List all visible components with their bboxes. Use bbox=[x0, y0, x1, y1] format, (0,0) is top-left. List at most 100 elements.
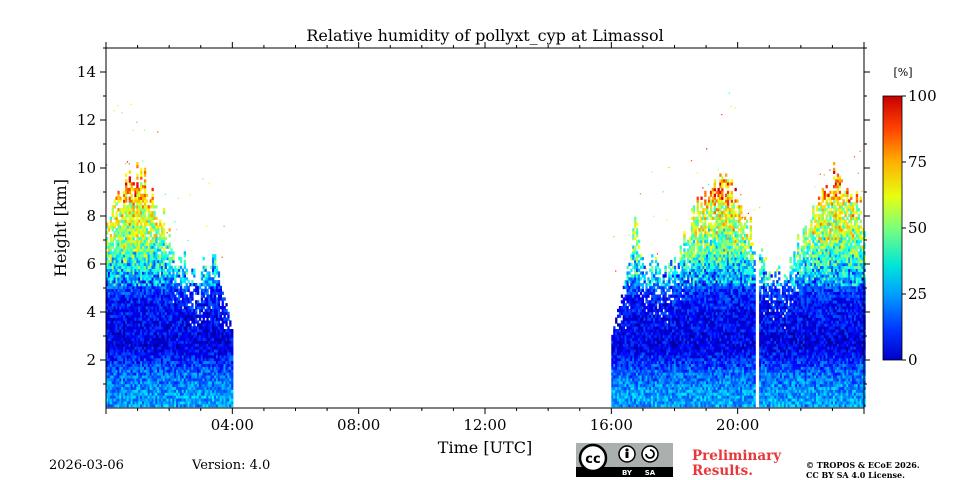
heatmap-cell bbox=[130, 280, 133, 284]
heatmap-cell bbox=[193, 398, 196, 402]
heatmap-cell bbox=[164, 386, 167, 390]
heatmap-cell bbox=[121, 251, 124, 255]
heatmap-cell bbox=[106, 331, 109, 336]
heatmap-cell bbox=[143, 277, 147, 281]
heatmap-cell bbox=[107, 378, 111, 382]
heatmap-cell bbox=[123, 303, 126, 307]
heatmap-cell bbox=[155, 236, 158, 241]
heatmap-cell bbox=[117, 280, 120, 284]
heatmap-cell bbox=[117, 190, 120, 195]
heatmap-cell bbox=[185, 340, 188, 344]
heatmap-cell bbox=[162, 395, 166, 399]
heatmap-cell bbox=[119, 366, 122, 370]
heatmap-cell bbox=[113, 317, 116, 321]
heatmap-cell bbox=[198, 349, 202, 353]
heatmap-cell bbox=[189, 346, 192, 350]
heatmap-cell bbox=[149, 283, 152, 287]
heatmap-cell bbox=[142, 326, 145, 330]
heatmap-cell bbox=[155, 375, 158, 379]
heatmap-cell bbox=[106, 340, 109, 344]
heatmap-cell bbox=[179, 277, 183, 281]
heatmap-cell bbox=[153, 323, 156, 327]
heatmap-cell bbox=[159, 349, 162, 353]
heatmap-cell bbox=[130, 314, 133, 318]
heatmap-cell bbox=[197, 378, 200, 382]
heatmap-cell bbox=[200, 308, 204, 313]
heatmap-cell bbox=[164, 297, 167, 301]
heatmap-cell bbox=[111, 274, 114, 278]
heatmap-cell bbox=[147, 306, 150, 310]
heatmap-cell bbox=[130, 222, 133, 226]
heatmap-cell bbox=[125, 372, 128, 376]
heatmap-cell bbox=[172, 352, 175, 356]
heatmap-cell bbox=[115, 274, 118, 278]
heatmap-cell bbox=[170, 274, 173, 278]
heatmap-cell bbox=[119, 242, 122, 246]
heatmap-cell bbox=[176, 378, 179, 382]
heatmap-cell bbox=[145, 280, 149, 284]
heatmap-cell bbox=[172, 291, 175, 295]
heatmap-cell bbox=[123, 378, 126, 382]
heatmap-cell bbox=[109, 239, 113, 244]
heatmap-cell bbox=[113, 403, 116, 408]
heatmap-cell bbox=[107, 225, 111, 229]
heatmap-cell bbox=[147, 383, 150, 388]
heatmap-cell bbox=[151, 300, 154, 304]
heatmap-cell bbox=[132, 239, 135, 244]
heatmap-cell bbox=[168, 262, 171, 267]
heatmap-cell bbox=[134, 329, 137, 333]
heatmap-cell bbox=[130, 363, 133, 367]
heatmap-cell bbox=[111, 251, 114, 255]
heatmap-cell bbox=[134, 280, 137, 284]
heatmap-cell bbox=[198, 352, 202, 356]
heatmap-cell bbox=[641, 262, 644, 267]
heatmap-cell bbox=[107, 294, 111, 298]
heatmap-cell bbox=[170, 283, 173, 287]
heatmap-cell bbox=[121, 355, 124, 359]
heatmap-cell bbox=[106, 303, 109, 307]
heatmap-cell bbox=[113, 234, 116, 238]
heatmap-cell bbox=[143, 398, 147, 402]
heatmap-cell bbox=[138, 262, 141, 267]
heatmap-cell bbox=[170, 326, 173, 330]
heatmap-cell bbox=[149, 257, 152, 261]
heatmap-cell bbox=[153, 311, 156, 316]
heatmap-cell bbox=[126, 363, 130, 367]
heatmap-cell bbox=[138, 211, 141, 215]
heatmap-cell bbox=[119, 355, 122, 359]
heatmap-cell bbox=[119, 308, 122, 313]
heatmap-cell bbox=[155, 268, 158, 272]
heatmap-cell bbox=[151, 205, 154, 209]
heatmap-cell bbox=[176, 366, 179, 370]
heatmap-cell bbox=[136, 363, 139, 367]
heatmap-cell bbox=[134, 303, 137, 307]
heatmap-cell bbox=[168, 349, 171, 353]
heatmap-cell bbox=[143, 326, 147, 330]
heatmap-speckle bbox=[106, 164, 108, 166]
heatmap-cell bbox=[136, 369, 139, 373]
heatmap-cell bbox=[197, 392, 200, 396]
heatmap-cell bbox=[132, 205, 135, 209]
heatmap-cell bbox=[179, 303, 183, 307]
heatmap-cell bbox=[117, 331, 120, 336]
heatmap-cell bbox=[181, 334, 185, 339]
heatmap-cell bbox=[107, 265, 111, 269]
heatmap-cell bbox=[136, 182, 139, 186]
heatmap-cell bbox=[138, 245, 141, 249]
heatmap-cell bbox=[162, 257, 166, 261]
heatmap-cell bbox=[157, 346, 160, 350]
heatmap-cell bbox=[123, 222, 126, 226]
heatmap-cell bbox=[121, 383, 124, 388]
heatmap-cell bbox=[162, 320, 166, 324]
heatmap-cell bbox=[119, 285, 122, 290]
heatmap-cell bbox=[170, 343, 173, 347]
heatmap-cell bbox=[138, 225, 141, 229]
heatmap-cell bbox=[145, 208, 149, 212]
heatmap-cell bbox=[174, 357, 177, 362]
heatmap-cell bbox=[136, 274, 139, 278]
heatmap-cell bbox=[147, 259, 150, 264]
heatmap-cell bbox=[166, 355, 169, 359]
heatmap-cell bbox=[132, 300, 135, 304]
heatmap-cell bbox=[125, 259, 128, 264]
heatmap-cell bbox=[145, 392, 149, 396]
